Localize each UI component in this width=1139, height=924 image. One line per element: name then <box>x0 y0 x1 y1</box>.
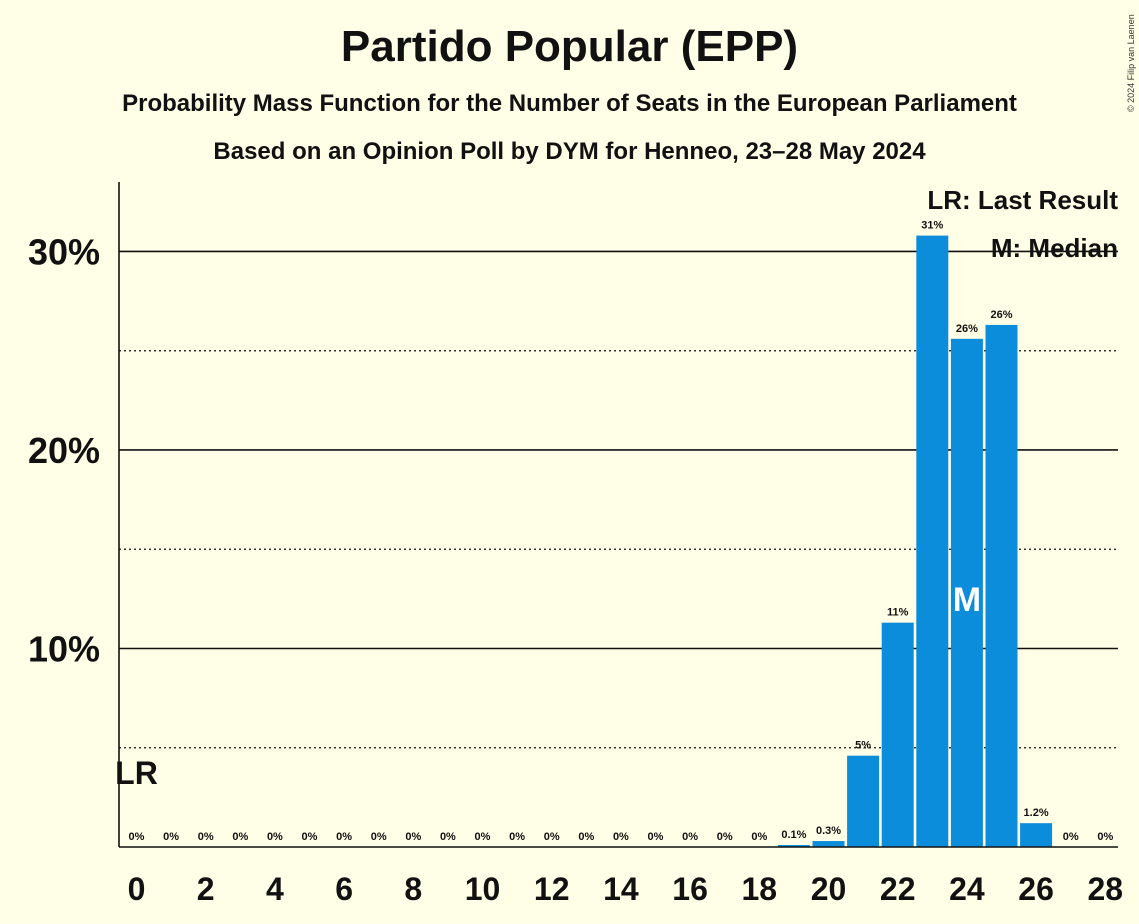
chart-subtitle-source: Based on an Opinion Poll by DYM for Henn… <box>213 138 926 165</box>
value-label-seat-10: 0% <box>475 831 491 843</box>
value-label-seat-13: 0% <box>578 831 594 843</box>
y-tick-label: 20% <box>28 430 100 471</box>
value-label-seat-4: 0% <box>267 831 283 843</box>
legend-last-result: LR: Last Result <box>927 185 1118 215</box>
value-label-seat-19: 0.1% <box>781 829 806 841</box>
value-label-seat-25: 26% <box>990 309 1012 321</box>
x-tick-label: 6 <box>335 871 353 907</box>
value-labels: 0% 0% 0% 0% 0% 0% 0% 0% 0% 0% 0% 0% 0% 0% 0% 0% 0% 0% 0% 0.… <box>129 220 1114 843</box>
value-label-seat-3: 0% <box>232 831 248 843</box>
median-marker: M <box>953 581 981 619</box>
bars <box>777 235 1053 847</box>
x-tick-label: 2 <box>197 871 215 907</box>
value-label-seat-24: 26% <box>956 323 978 335</box>
value-label-seat-14: 0% <box>613 831 629 843</box>
x-tick-label: 10 <box>465 871 501 907</box>
chart-subtitle: Probability Mass Function for the Number… <box>122 90 1017 117</box>
x-tick-label: 18 <box>742 871 778 907</box>
x-tick-label: 22 <box>880 871 916 907</box>
value-label-seat-15: 0% <box>648 831 664 843</box>
overlay: LR M LR: Last Result M: Median <box>115 185 1118 791</box>
x-tick-label: 14 <box>603 871 639 907</box>
last-result-marker: LR <box>115 755 158 791</box>
x-tick-label: 4 <box>266 871 284 907</box>
y-tick-label: 10% <box>28 628 100 669</box>
value-label-seat-6: 0% <box>336 831 352 843</box>
value-label-seat-21: 5% <box>855 740 871 752</box>
bar-seat-24 <box>950 338 983 847</box>
bar-seat-19 <box>777 845 810 847</box>
value-label-seat-0: 0% <box>129 831 145 843</box>
value-label-seat-11: 0% <box>509 831 525 843</box>
value-label-seat-20: 0.3% <box>816 825 841 837</box>
value-label-seat-16: 0% <box>682 831 698 843</box>
value-label-seat-27: 0% <box>1063 831 1079 843</box>
bar-seat-23 <box>916 235 949 847</box>
axes: 10%20%30%0 2 4 6 8 10 12 14 16 18 20 22 24 26 28 <box>28 182 1123 907</box>
value-label-seat-17: 0% <box>717 831 733 843</box>
x-tick-label: 12 <box>534 871 570 907</box>
bar-seat-25 <box>985 324 1018 847</box>
value-label-seat-23: 31% <box>921 220 943 232</box>
value-label-seat-9: 0% <box>440 831 456 843</box>
value-label-seat-22: 11% <box>887 607 909 619</box>
x-tick-label: 24 <box>949 871 985 907</box>
value-label-seat-18: 0% <box>751 831 767 843</box>
value-label-seat-1: 0% <box>163 831 179 843</box>
x-tick-label: 26 <box>1018 871 1054 907</box>
value-label-seat-2: 0% <box>198 831 214 843</box>
chart-title: Partido Popular (EPP) <box>340 22 799 71</box>
x-tick-label: 16 <box>672 871 708 907</box>
bar-seat-26 <box>1020 823 1053 847</box>
value-label-seat-8: 0% <box>405 831 421 843</box>
bar-seat-21 <box>847 755 880 847</box>
x-tick-label: 28 <box>1088 871 1124 907</box>
value-label-seat-5: 0% <box>302 831 318 843</box>
x-tick-label: 20 <box>811 871 847 907</box>
y-tick-label: 30% <box>28 231 100 272</box>
value-label-seat-12: 0% <box>544 831 560 843</box>
x-tick-label: 8 <box>404 871 422 907</box>
legend-median: M: Median <box>991 233 1118 263</box>
value-label-seat-28: 0% <box>1097 831 1113 843</box>
bar-seat-20 <box>812 841 845 847</box>
bar-seat-22 <box>881 622 914 847</box>
value-label-seat-7: 0% <box>371 831 387 843</box>
value-label-seat-26: 1.2% <box>1024 807 1049 819</box>
x-tick-label: 0 <box>128 871 146 907</box>
